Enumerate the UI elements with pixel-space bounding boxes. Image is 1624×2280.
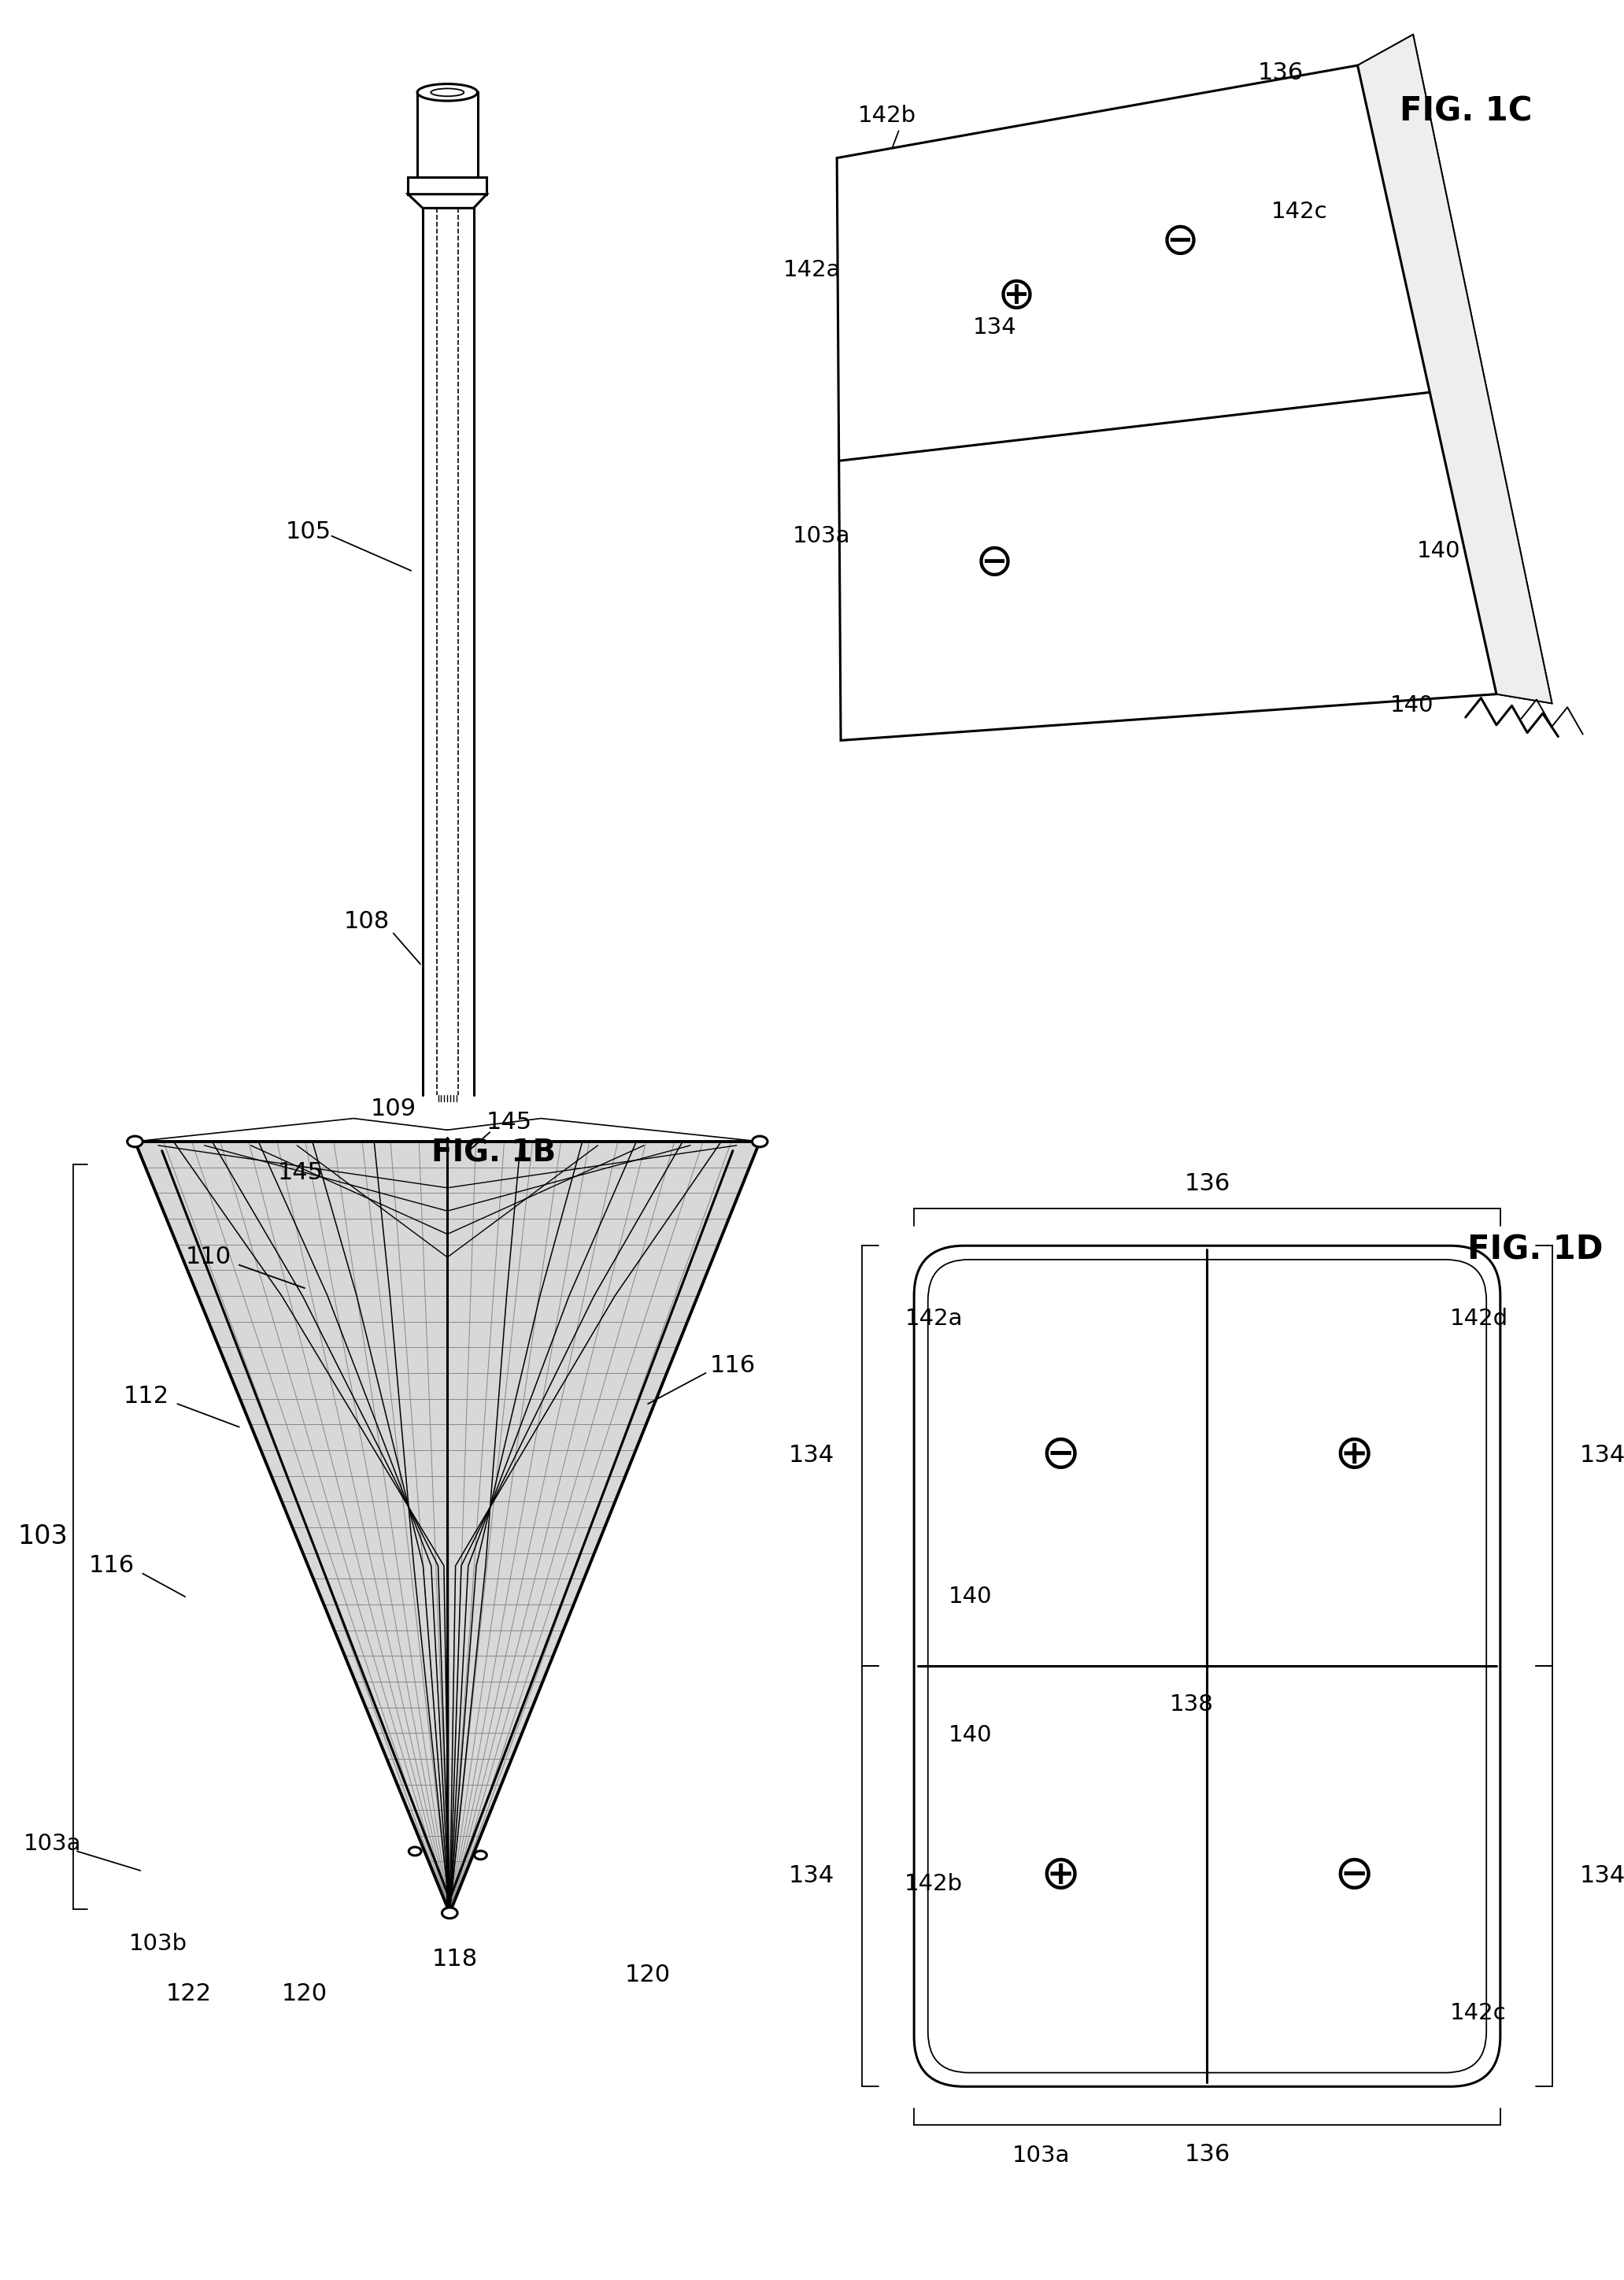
Ellipse shape xyxy=(127,1135,143,1147)
Polygon shape xyxy=(135,1142,760,1913)
Text: 134: 134 xyxy=(1580,1865,1624,1888)
Polygon shape xyxy=(836,66,1496,741)
Text: FIG. 1B: FIG. 1B xyxy=(432,1138,555,1167)
Text: 112: 112 xyxy=(123,1384,169,1407)
Text: 103a: 103a xyxy=(793,524,851,547)
Text: 118: 118 xyxy=(432,1947,477,1970)
Text: 142b: 142b xyxy=(857,105,916,128)
Text: 142a: 142a xyxy=(783,260,841,280)
FancyBboxPatch shape xyxy=(914,1245,1501,2086)
Text: 136: 136 xyxy=(1257,62,1304,84)
Text: 142d: 142d xyxy=(1450,1309,1509,1329)
Polygon shape xyxy=(417,93,477,178)
Text: ⊖: ⊖ xyxy=(1161,219,1199,264)
Text: ⊖: ⊖ xyxy=(974,540,1013,586)
Text: 140: 140 xyxy=(1416,540,1460,563)
Text: 136: 136 xyxy=(1184,1172,1229,1195)
Text: 142a: 142a xyxy=(905,1309,963,1329)
Text: 116: 116 xyxy=(89,1555,135,1578)
Text: 140: 140 xyxy=(1390,695,1434,716)
Text: 142b: 142b xyxy=(905,1872,963,1895)
Ellipse shape xyxy=(752,1135,768,1147)
Text: 145: 145 xyxy=(278,1161,323,1183)
Ellipse shape xyxy=(417,84,477,100)
Text: 120: 120 xyxy=(625,1963,671,1986)
Text: 120: 120 xyxy=(283,1984,328,2006)
Text: 103b: 103b xyxy=(128,1933,187,1954)
Text: ⊖: ⊖ xyxy=(1333,1854,1374,1899)
Text: 134: 134 xyxy=(1580,1443,1624,1466)
Text: 105: 105 xyxy=(286,520,331,543)
Text: 116: 116 xyxy=(710,1354,755,1377)
Polygon shape xyxy=(1358,34,1553,702)
FancyBboxPatch shape xyxy=(927,1259,1486,2073)
Ellipse shape xyxy=(409,1847,421,1856)
Text: 142c: 142c xyxy=(1450,2002,1507,2025)
Text: 136: 136 xyxy=(1184,2143,1229,2166)
Text: ⊕: ⊕ xyxy=(1041,1854,1082,1899)
Text: 109: 109 xyxy=(370,1097,416,1119)
Text: ⊕: ⊕ xyxy=(997,274,1036,317)
Text: 103: 103 xyxy=(18,1523,68,1550)
Text: ⊖: ⊖ xyxy=(1041,1432,1082,1480)
Ellipse shape xyxy=(430,89,464,96)
Text: 138: 138 xyxy=(1169,1694,1213,1717)
Text: 134: 134 xyxy=(789,1443,835,1466)
Text: 134: 134 xyxy=(789,1865,835,1888)
Text: 122: 122 xyxy=(166,1984,211,2006)
Text: 140: 140 xyxy=(948,1585,992,1607)
Text: FIG. 1D: FIG. 1D xyxy=(1466,1233,1603,1265)
Ellipse shape xyxy=(442,1908,458,1917)
Text: 108: 108 xyxy=(343,910,390,933)
Text: 103a: 103a xyxy=(23,1833,81,1854)
Text: 134: 134 xyxy=(973,317,1017,340)
Text: 103a: 103a xyxy=(1012,2145,1070,2166)
Text: ⊕: ⊕ xyxy=(1333,1432,1374,1480)
Text: 145: 145 xyxy=(486,1110,533,1133)
Polygon shape xyxy=(408,194,487,207)
Text: 110: 110 xyxy=(185,1245,231,1268)
Text: 140: 140 xyxy=(948,1724,992,1746)
Polygon shape xyxy=(408,178,487,194)
Ellipse shape xyxy=(474,1851,487,1860)
Text: FIG. 1C: FIG. 1C xyxy=(1400,96,1531,128)
Text: 142c: 142c xyxy=(1272,201,1328,223)
